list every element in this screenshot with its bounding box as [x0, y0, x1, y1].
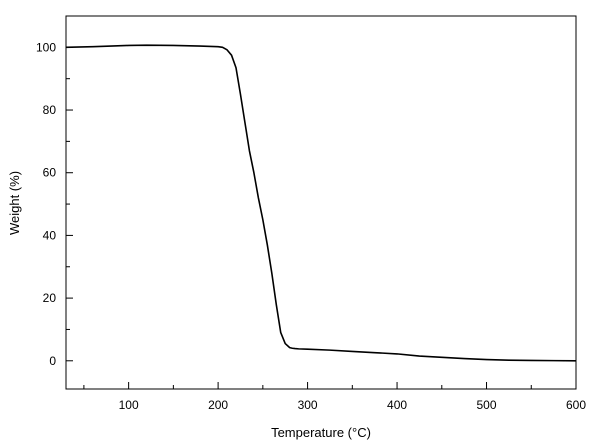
- x-axis-ticks: [83, 382, 577, 389]
- x-tick-label: 100: [119, 398, 139, 412]
- y-tick-label: 40: [43, 228, 57, 242]
- y-axis-label: Weight (%): [7, 171, 22, 235]
- y-tick-label: 100: [36, 40, 56, 54]
- x-tick-label: 400: [387, 398, 407, 412]
- x-tick-label: 500: [477, 398, 497, 412]
- x-tick-label: 200: [208, 398, 228, 412]
- y-tick-label: 60: [43, 166, 57, 180]
- y-tick-label: 20: [43, 291, 57, 305]
- y-axis-tick-labels: 0 20 40 60 80 100: [36, 40, 56, 367]
- x-axis-label: Temperature (°C): [271, 425, 371, 440]
- x-tick-label: 600: [566, 398, 586, 412]
- weight-curve: [65, 44, 577, 362]
- x-tick-label: 300: [298, 398, 318, 412]
- plot-frame: [65, 15, 577, 390]
- y-tick-label: 0: [49, 354, 56, 368]
- y-axis-ticks: [66, 15, 73, 362]
- y-tick-label: 80: [43, 103, 57, 117]
- x-axis-tick-labels: 100 200 300 400 500 600: [119, 398, 587, 412]
